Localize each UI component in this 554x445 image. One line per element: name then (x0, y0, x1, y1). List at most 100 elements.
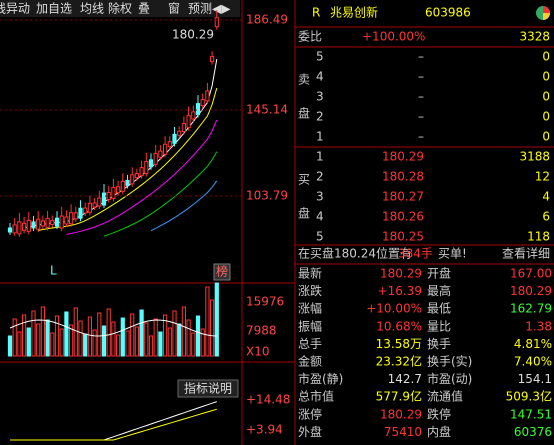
bid-level: 4 (316, 210, 324, 224)
stat-label: 金额 (298, 354, 322, 369)
ask-level: 1 (316, 130, 324, 144)
bid-volume: 118 (527, 230, 550, 244)
stat-label: 振幅 (298, 318, 322, 333)
candle-body (191, 111, 196, 120)
volume-bar (210, 299, 215, 357)
notice-link[interactable]: 查看详细 (502, 246, 550, 261)
rank-button[interactable]: 榜 (216, 264, 228, 279)
rank-button-bg[interactable] (213, 263, 231, 281)
bid-level: 1 (316, 150, 324, 164)
volume-bar (153, 318, 158, 357)
pie-icon-slice (543, 13, 550, 20)
stat-value: 162.79 (510, 302, 552, 316)
toolbar-button[interactable]: 线异动 (0, 2, 30, 16)
volume-bar (167, 327, 172, 357)
toolbar-button[interactable]: 预测 (188, 2, 212, 16)
volume-bar (97, 312, 102, 357)
volume-axis-label: 15976 (246, 295, 284, 309)
candle-body (26, 219, 31, 232)
bid-price: 180.26 (382, 210, 424, 224)
volume-bar (120, 317, 125, 357)
indicator-button-bg[interactable] (177, 379, 239, 398)
volume-bar (195, 315, 201, 357)
volume-bar (144, 322, 149, 357)
stat-label: 最高 (427, 283, 451, 298)
bid-volume: 4 (542, 190, 550, 204)
volume-bar (200, 328, 205, 357)
ask-level: 5 (316, 50, 324, 64)
stat-value: 167.00 (510, 267, 552, 281)
pie-icon-slice (543, 6, 550, 13)
bid-price: 180.28 (382, 170, 424, 184)
stock-code: 603986 (425, 6, 471, 20)
candle-body (134, 173, 140, 179)
candle-body (17, 221, 22, 235)
stat-label: 涨跌 (298, 283, 322, 298)
indicator-button[interactable]: 指标说明 (184, 381, 232, 396)
candle-body (36, 218, 41, 230)
candle-body (163, 143, 168, 155)
volume-bar (116, 334, 121, 357)
volume-bar (64, 311, 69, 357)
ma-line (38, 87, 218, 231)
candle-body (139, 167, 144, 177)
volume-bar (191, 332, 196, 357)
bid-level: 3 (316, 190, 324, 204)
toolbar-button[interactable]: 除权 (108, 1, 132, 16)
notice-volume: 384手 (398, 247, 433, 261)
toolbar-button[interactable]: 叠 (138, 2, 150, 16)
stat-value: 147.51 (510, 407, 552, 421)
stat-label: 最新 (298, 266, 322, 281)
stat-value: 60376 (514, 425, 552, 439)
price-axis-label: 103.79 (246, 189, 288, 203)
candle-body (144, 161, 149, 175)
volume-bar (22, 314, 27, 357)
stat-value: 23.32亿 (376, 354, 422, 369)
stat-label: 内盘 (427, 424, 451, 439)
volume-bar (40, 306, 45, 357)
ask-volume: 0 (542, 90, 550, 104)
candle-body (172, 133, 177, 144)
volume-bar (214, 282, 219, 357)
volume-bar (177, 323, 182, 357)
candle-body (22, 222, 27, 231)
stat-value: 75410 (384, 425, 422, 439)
candle-body (111, 186, 116, 199)
ask-price: – (418, 90, 424, 104)
candle-body (130, 174, 135, 185)
toolbar-arrows[interactable]: ◀▶ (212, 2, 231, 16)
candle-body (125, 179, 130, 186)
toolbar-button[interactable]: 窗 (168, 2, 180, 16)
volume-bar (139, 309, 144, 357)
stat-label: 最低 (427, 302, 451, 316)
candle-body (87, 202, 93, 213)
ask-volume: 0 (542, 50, 550, 64)
stat-value: +10.00% (366, 302, 422, 316)
volume-bar (106, 308, 111, 357)
candle-body (205, 90, 210, 102)
stat-label: 总手 (298, 337, 322, 351)
ask-volume: 0 (542, 130, 550, 144)
toolbar-bg (0, 0, 240, 17)
ma-line (103, 151, 218, 237)
bid-volume: 3188 (519, 150, 550, 164)
volume-bar (163, 314, 168, 357)
volume-bar (17, 331, 22, 357)
volume-bar (125, 330, 130, 357)
stat-value: +16.39 (378, 284, 422, 298)
volume-bar (7, 335, 13, 357)
candle-body (59, 215, 64, 229)
bid-price: 180.25 (382, 230, 424, 244)
ask-level: 3 (316, 90, 324, 104)
volume-bar (134, 326, 140, 357)
candle-body (45, 217, 50, 228)
volume-bar (181, 306, 187, 357)
toolbar-button[interactable]: 加自选 (36, 2, 72, 16)
candle-body (148, 159, 154, 168)
volume-bar (158, 331, 163, 357)
ask-volume: 0 (542, 70, 550, 84)
toolbar-button[interactable]: 均线 (80, 2, 104, 16)
stat-label: 量比 (427, 319, 451, 333)
ask-price: – (418, 70, 424, 84)
